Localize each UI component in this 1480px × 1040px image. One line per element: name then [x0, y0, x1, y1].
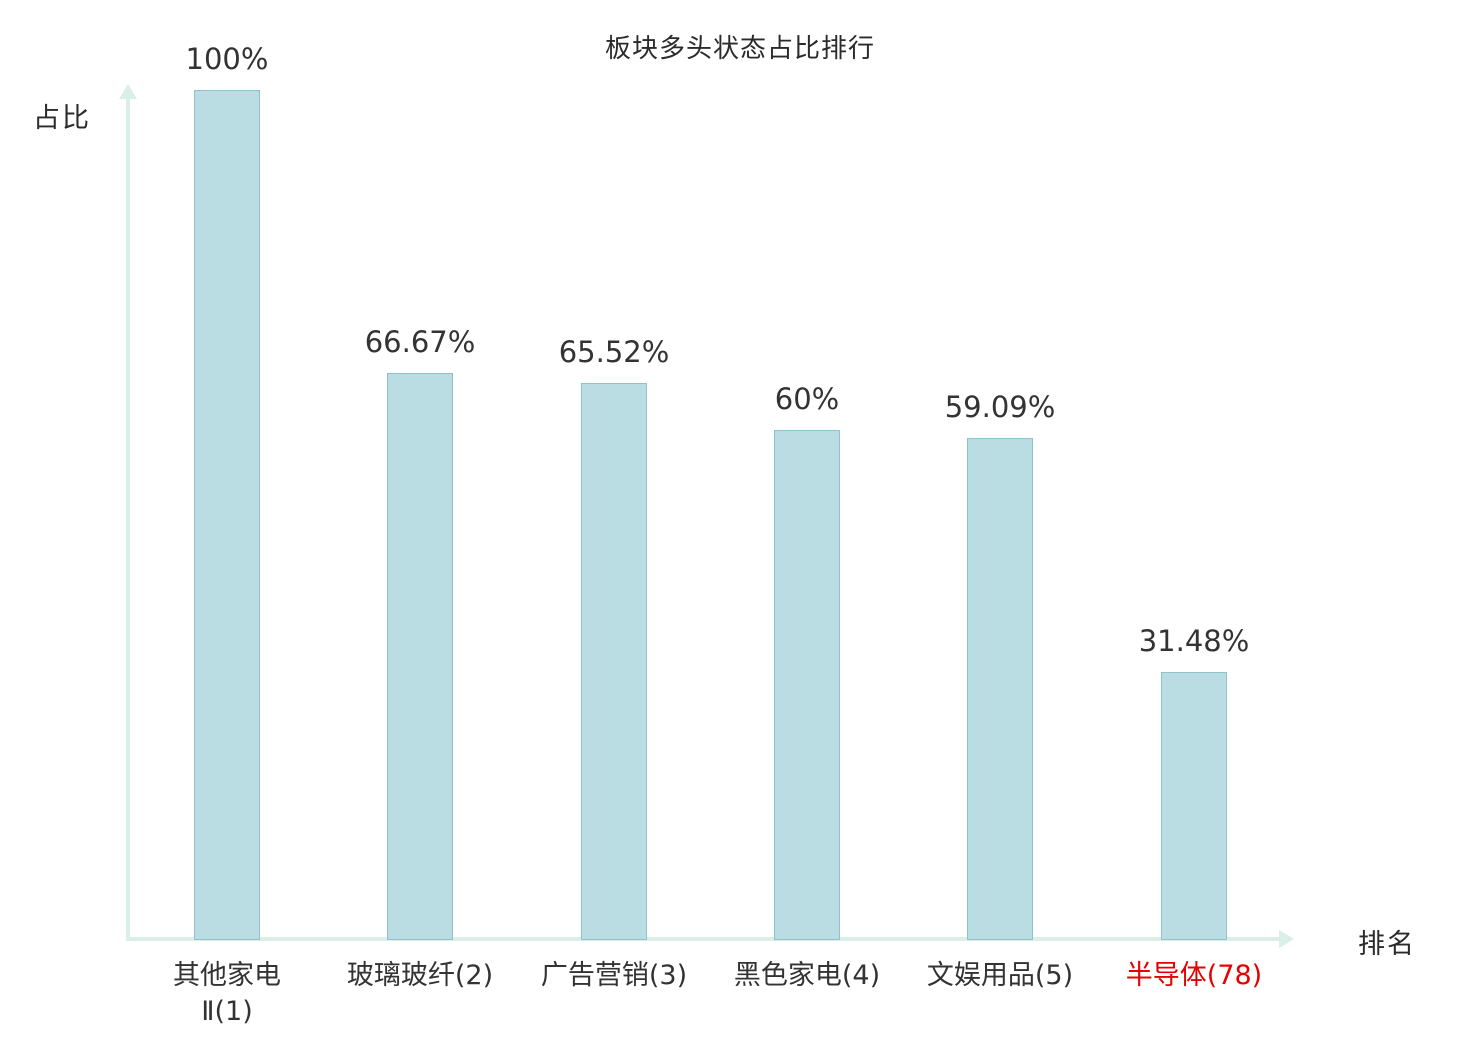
- bar-value-label: 60%: [774, 382, 840, 416]
- bar-category-label: 文娱用品(5): [926, 960, 1074, 991]
- bar-category-label: 玻璃玻纤(2): [346, 960, 494, 991]
- y-axis-label: 占比: [33, 103, 91, 134]
- bar-category-label: 半导体(78): [1125, 960, 1263, 991]
- chart-title: 板块多头状态占比排行: [604, 34, 875, 64]
- y-axis-line: [126, 98, 130, 941]
- bar-category-label: 黑色家电(4): [733, 960, 881, 991]
- y-axis-arrow-icon: [119, 84, 137, 99]
- bar-value-label: 31.48%: [1138, 624, 1250, 658]
- bar-value-label: 66.67%: [364, 325, 476, 359]
- bar-value-label: 100%: [185, 42, 269, 76]
- bar-3: [581, 383, 647, 940]
- bar-value-label: 65.52%: [558, 335, 670, 369]
- bar-4: [774, 430, 840, 940]
- bar-category-label: 其他家电 Ⅱ(1): [173, 960, 281, 1028]
- bar-value-label: 59.09%: [944, 390, 1056, 424]
- bar-1: [194, 90, 260, 940]
- x-axis-arrow-icon: [1279, 930, 1294, 948]
- bar-6: [1161, 672, 1227, 940]
- bar-2: [387, 373, 453, 940]
- bar-5: [967, 438, 1033, 940]
- x-axis-label: 排名: [1358, 929, 1416, 960]
- x-axis-line: [126, 937, 1281, 941]
- bar-category-label: 广告营销(3): [540, 960, 688, 991]
